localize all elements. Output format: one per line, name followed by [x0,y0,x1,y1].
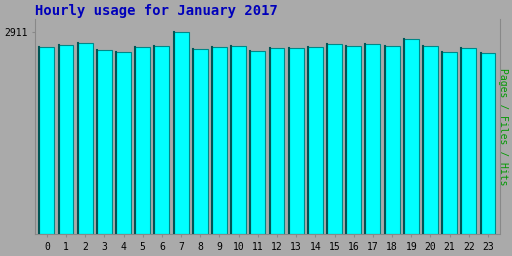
Bar [308,47,323,234]
Bar [155,46,169,234]
Bar [289,48,304,234]
Bar [423,46,438,234]
Bar [174,33,188,234]
Bar [78,43,93,234]
Bar [461,48,476,234]
Bar [193,49,208,234]
Bar [231,46,246,234]
Bar [269,48,285,234]
Bar [346,46,361,234]
Bar [39,47,54,234]
Bar [327,44,342,234]
Bar [442,52,457,234]
Bar [250,50,265,234]
Bar [366,44,380,234]
Bar [385,46,399,234]
Bar [97,50,112,234]
Bar [116,52,131,234]
Bar [212,47,227,234]
Y-axis label: Pages / Files / Hits: Pages / Files / Hits [498,68,508,186]
Bar [58,45,74,234]
Bar [135,47,150,234]
Bar [404,39,419,234]
Text: Hourly usage for January 2017: Hourly usage for January 2017 [35,4,278,18]
Bar [480,53,496,234]
